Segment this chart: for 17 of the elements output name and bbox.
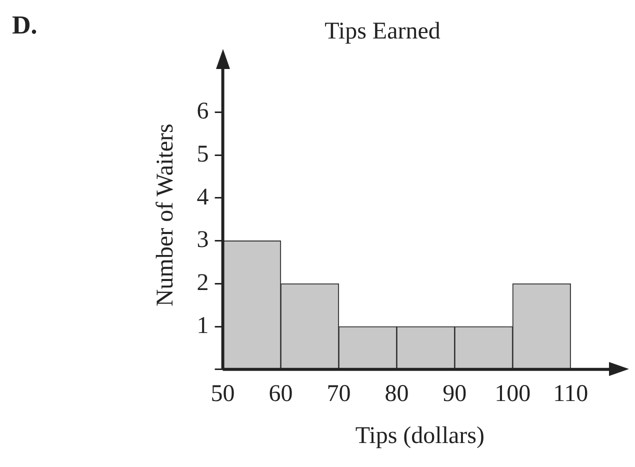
- x-tick-label: 80: [384, 381, 409, 408]
- y-tick-label: 5: [196, 141, 209, 168]
- x-tick-label: 50: [210, 381, 235, 408]
- x-axis-title: Tips (dollars): [355, 422, 484, 449]
- x-tick-label: 100: [494, 381, 531, 408]
- y-tick-label: 4: [196, 184, 209, 210]
- x-tick-label: 60: [268, 381, 293, 408]
- chart-title: Tips Earned: [324, 18, 440, 45]
- y-tick-label: 1: [196, 312, 209, 339]
- y-tick-label: 3: [196, 227, 209, 254]
- x-tick-label: 110: [553, 381, 588, 408]
- y-axis-title: Number of Waiters: [152, 124, 179, 307]
- text: D.: [12, 10, 38, 40]
- x-tick-label: 90: [442, 381, 467, 408]
- y-tick-label: 6: [196, 98, 209, 125]
- x-tick-label: 70: [326, 381, 351, 408]
- y-tick-label: 2: [196, 270, 209, 296]
